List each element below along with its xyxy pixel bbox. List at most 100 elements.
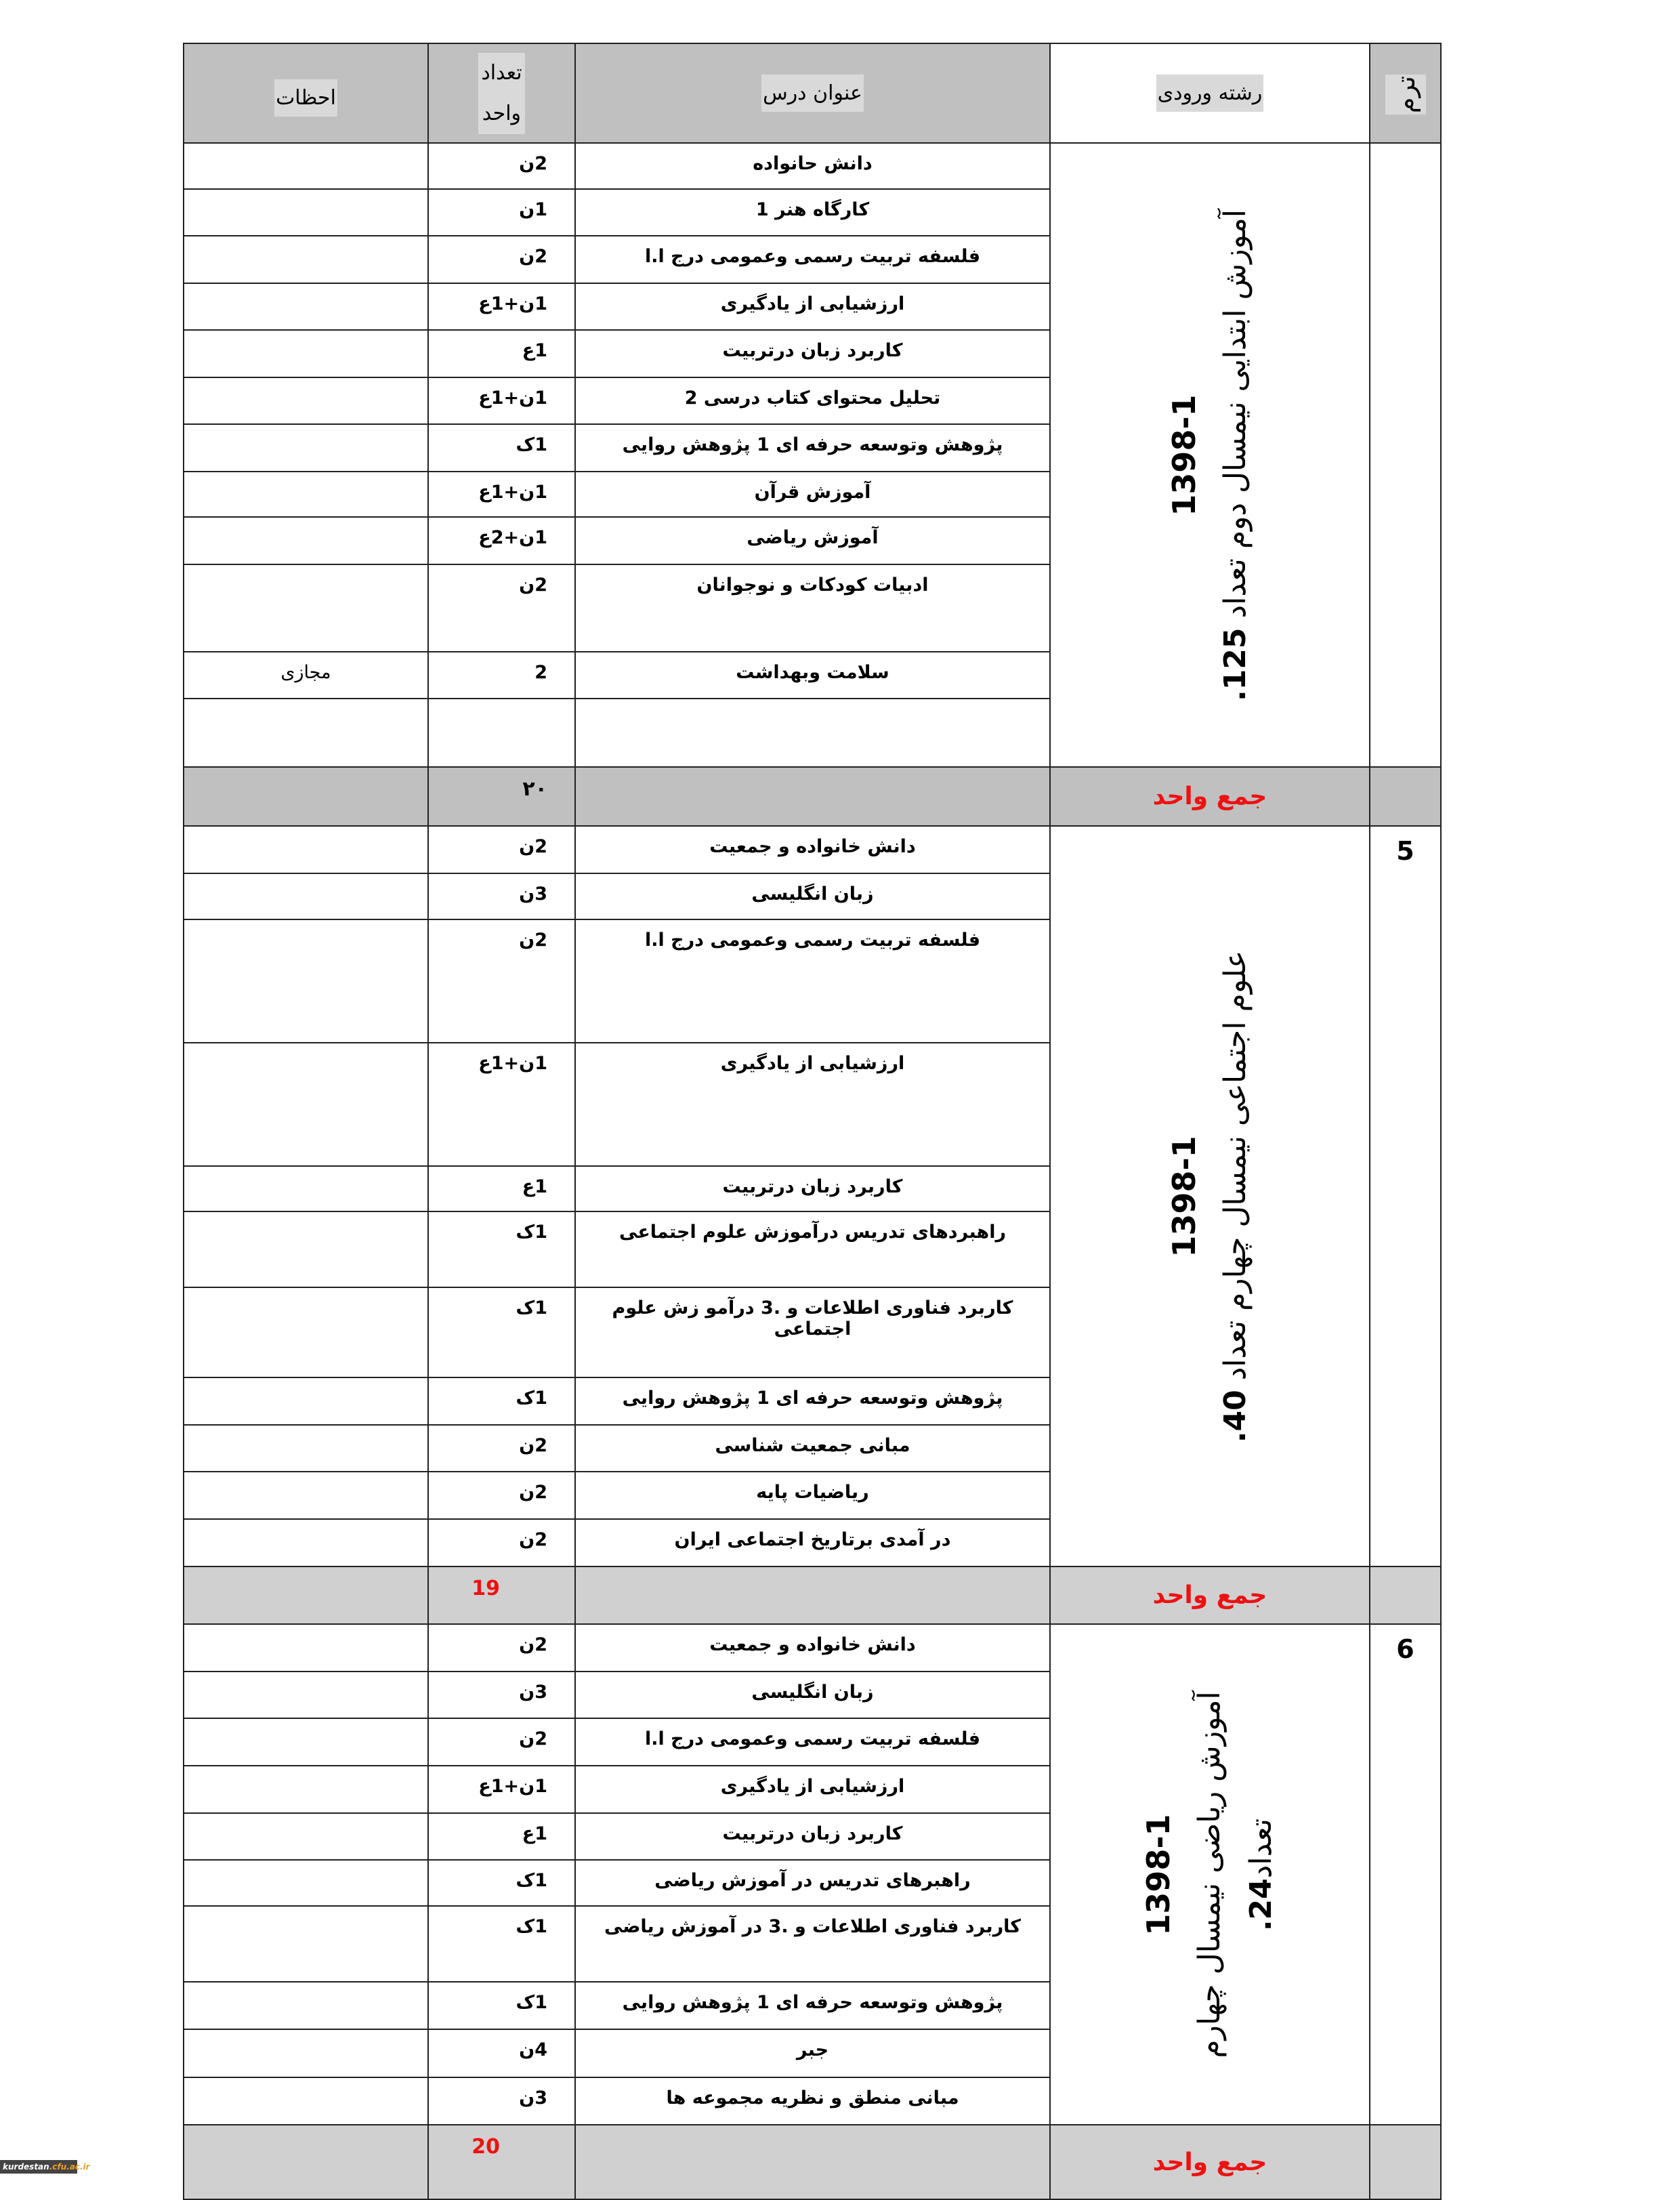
course-units: 2ن (427, 1718, 576, 1766)
course-title: مبانی منطق و نظریه مجموعه ها (574, 2077, 1051, 2125)
entry-year: 1398-1 (1140, 1813, 1177, 1936)
course-units: 1ن+1ع (427, 471, 576, 518)
course-units: 1ک (427, 1211, 576, 1288)
total-units: 19 (427, 1566, 576, 1625)
course-units: 1ک (427, 423, 576, 472)
major-cell: 1398-1 علوم اجتماعی نیمسال چهارم تعداد 40… (1049, 825, 1370, 1567)
course-row: آموزش ریاضی 1ن+2ع (183, 516, 1441, 565)
course-row: زبان انگلیسی 3ن (183, 873, 1441, 920)
total-notes-empty (183, 2124, 429, 2200)
total-units: 20 (427, 2124, 576, 2200)
course-title: فلسفه تربیت رسمی وعمومی درج ا.ا (574, 919, 1051, 1043)
total-notes-empty (183, 1566, 429, 1625)
course-row: مبانی منطق و نظریه مجموعه ها 3ن (183, 2077, 1441, 2125)
course-title: ارزشیابی از یادگیری (574, 283, 1051, 331)
course-row: در آمدی برتاریخ اجتماعی ایران 2ن (183, 1518, 1441, 1567)
course-title: دانش خانواده و جمعیت (574, 825, 1051, 874)
major-name: علوم اجتماعی نیمسال چهارم تعداد (1218, 950, 1253, 1380)
course-title: آموزش قرآن (574, 471, 1051, 518)
course-units: 1ن+2ع (427, 516, 576, 565)
header-notes: احظات (183, 43, 429, 144)
major-title: علوم اجتماعی نیمسال چهارم تعداد 40. (1210, 950, 1261, 1443)
course-note (183, 1471, 429, 1520)
course-units: 2ن (427, 1424, 576, 1472)
course-units: 1ن+1ع (427, 1042, 576, 1167)
course-title: دانش خانواده و جمعیت (574, 1623, 1051, 1672)
header-term: ترم (1369, 43, 1442, 144)
total-term-empty (1369, 1566, 1442, 1625)
course-note (183, 919, 429, 1043)
header-major: رشته ورودی (1049, 43, 1370, 144)
student-count: 24. (1244, 1877, 1278, 1931)
course-title: پژوهش وتوسعه حرفه ای 1 پژوهش روایی (574, 1377, 1051, 1426)
course-units: 1ن+1ع (427, 283, 576, 331)
course-units: 2ن (427, 142, 576, 190)
term-number: 6 (1369, 1623, 1442, 2125)
course-units: 3ن (427, 873, 576, 920)
course-title: فلسفه تربیت رسمی وعمومی درج ا.ا (574, 235, 1051, 284)
course-row: راهبردهای تدریس درآموزش علوم اجتماعی 1ک (183, 1211, 1441, 1288)
course-note (183, 142, 429, 190)
course-units: 4ن (427, 2029, 576, 2078)
major-cell: 1398-1 آموزش ابتدایی نیمسال دوم تعداد 125… (1049, 142, 1370, 768)
student-count: 40. (1218, 1389, 1253, 1443)
course-row: ارزشیابی از یادگیری 1ن+1ع (183, 1042, 1441, 1167)
total-label: جمع واحد (1049, 1566, 1370, 1625)
major-cell: 1398-1 آموزش ریاضی نیمسال چهارم تعداد24. (1049, 1623, 1370, 2125)
major-name: آموزش ابتدایی نیمسال دوم تعداد (1218, 209, 1253, 618)
course-units: 1ن+1ع (427, 1765, 576, 1814)
course-title: راهبرهای تدریس در آموزش ریاضی (574, 1859, 1051, 1907)
course-row: کاربرد فناوری اطلاعات و .3 در آموزش ریاض… (183, 1905, 1441, 1983)
course-units: 1ع (427, 329, 576, 378)
course-row: جبر 4ن (183, 2029, 1441, 2078)
course-units: 2ن (427, 919, 576, 1043)
course-units: 2ن (427, 1518, 576, 1567)
course-units: 3ن (427, 1671, 576, 1719)
course-note (183, 235, 429, 284)
course-title: ارزشیابی از یادگیری (574, 1042, 1051, 1167)
term-number: 5 (1369, 825, 1442, 1567)
course-units: 3ن (427, 2077, 576, 2125)
course-row: پژوهش وتوسعه حرفه ای 1 پژوهش روایی 1ک (183, 423, 1441, 472)
major-count-line: تعداد24. (1236, 1691, 1287, 2058)
course-note (183, 1042, 429, 1167)
course-row: پژوهش وتوسعه حرفه ای 1 پژوهش روایی 1ک (183, 1377, 1441, 1426)
course-note (183, 1981, 429, 2030)
course-title: کاربرد فناوری اطلاعات و .3 درآمو زش علوم… (574, 1287, 1051, 1378)
course-row: ارزشیابی از یادگیری 1ن+1ع (183, 1765, 1441, 1814)
total-label: جمع واحد (1049, 766, 1370, 827)
course-row: فلسفه تربیت رسمی وعمومی درج ا.ا 2ن (183, 235, 1441, 284)
header-title: عنوان درس (574, 43, 1051, 144)
course-row: آموزش قرآن 1ن+1ع (183, 471, 1441, 518)
total-row: جمع واحد ٢٠ (183, 766, 1442, 827)
course-note (183, 1812, 429, 1861)
course-units: 2 (427, 651, 576, 699)
course-units: 1ک (427, 1905, 576, 1983)
total-title-empty (574, 1566, 1051, 1625)
course-row: کاربرد زبان درتربیت 1ع (183, 329, 1441, 378)
major-name: آموزش ریاضی نیمسال چهارم (1192, 1690, 1227, 2058)
total-title-empty (574, 766, 1051, 827)
course-note (183, 283, 429, 331)
course-title: کاربرد زبان درتربیت (574, 329, 1051, 378)
course-row: 6 1398-1 آموزش ریاضی نیمسال چهارم تعداد24.… (183, 1623, 1442, 2125)
header-row: ترم رشته ورودی عنوان درس تعداد واحد احظات (183, 43, 1442, 144)
curriculum-table: ترم رشته ورودی عنوان درس تعداد واحد احظات… (183, 43, 1442, 2200)
total-term-empty (1369, 2124, 1442, 2200)
course-row: ارزشیابی از یادگیری 1ن+1ع (183, 283, 1441, 331)
course-title: مبانی جمعیت شناسی (574, 1424, 1051, 1472)
course-note (183, 1211, 429, 1288)
course-title: دانش حانواده (574, 142, 1051, 190)
course-units: 2ن (427, 235, 576, 284)
total-term-empty (1369, 766, 1442, 827)
header-units: تعداد واحد (427, 43, 576, 144)
entry-year: 1398-1 (1166, 1135, 1202, 1258)
course-row: کاربرد زبان درتربیت 1ع (183, 1812, 1441, 1861)
course-row: فلسفه تربیت رسمی وعمومی درج ا.ا 2ن (183, 919, 1441, 1043)
course-title: کاربرد زبان درتربیت (574, 1812, 1051, 1861)
course-units: 2ن (427, 1471, 576, 1520)
course-row: تحلیل محتوای کتاب درسی 2 1ن+1ع (183, 377, 1441, 425)
course-title (574, 698, 1051, 768)
course-title: ادبیات کودکات و نوجوانان (574, 564, 1051, 652)
student-count: 125. (1218, 627, 1253, 701)
